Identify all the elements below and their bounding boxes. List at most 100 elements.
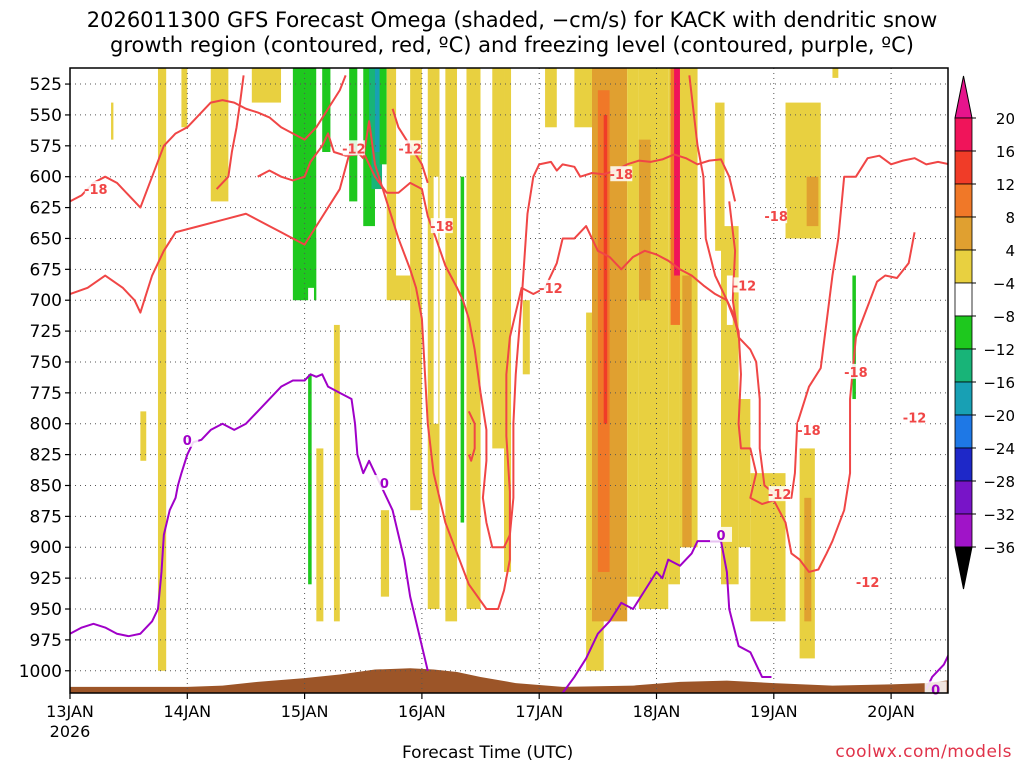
y-tick-label: 950 xyxy=(30,600,62,620)
colorbar-label: 16 xyxy=(996,143,1015,161)
omega-region xyxy=(726,275,733,325)
contour-label-bg xyxy=(610,166,633,182)
contour-label-bg xyxy=(856,573,879,589)
contour-label: -18 xyxy=(430,220,454,235)
x-tick-label: 16JAN xyxy=(398,702,446,721)
contour-label-bg xyxy=(176,431,199,447)
contour-label-bg xyxy=(373,475,396,491)
omega-region xyxy=(682,275,692,548)
y-tick-label: 725 xyxy=(30,322,62,342)
x-axis: 13JAN 14JAN 15JAN 16JAN 17JAN 18JAN 19JAN 20JAN… xyxy=(46,693,915,741)
contour-label: 0 xyxy=(183,434,192,449)
chart-title-line-2: growth region (contoured, red, ºC) and f… xyxy=(110,33,914,57)
credit-link[interactable]: coolwx.com/models xyxy=(835,742,1012,762)
omega-region xyxy=(806,176,819,227)
colorbar-label: −4 xyxy=(993,275,1015,293)
colorbar-swatch xyxy=(954,216,973,251)
omega-region xyxy=(785,68,795,128)
omega-region xyxy=(292,68,317,301)
y-tick-label: 900 xyxy=(30,538,62,558)
omega-region xyxy=(715,102,725,251)
x-tick-label: 17JAN xyxy=(515,702,563,721)
y-tick-label: 775 xyxy=(30,384,62,404)
omega-region xyxy=(210,68,229,202)
colorbar-label: −32 xyxy=(983,506,1015,524)
omega-region xyxy=(846,68,852,76)
omega-region xyxy=(522,300,530,375)
contour-line--12 xyxy=(70,120,916,611)
omega-region xyxy=(668,68,680,585)
contour-label: -18 xyxy=(764,210,788,225)
omega-shading xyxy=(111,68,859,671)
contour-label-bg xyxy=(903,409,926,425)
colorbar-swatch xyxy=(954,414,973,449)
omega-region xyxy=(181,68,188,128)
colorbar-swatch xyxy=(954,249,973,284)
contour-label: -12 xyxy=(398,142,422,157)
colorbar-swatch xyxy=(954,348,973,383)
colorbar-swatch xyxy=(954,513,973,548)
y-tick-label: 850 xyxy=(30,476,62,496)
omega-region xyxy=(492,68,505,449)
omega-region xyxy=(703,68,713,103)
contour-label-bg xyxy=(399,140,422,156)
colorbar-bottom-arrow xyxy=(954,546,973,590)
y-tick-label: 825 xyxy=(30,446,62,466)
contour-label: -12 xyxy=(342,142,366,157)
omega-region xyxy=(380,510,390,597)
contour-lines xyxy=(70,75,948,693)
omega-region xyxy=(504,68,512,572)
terrain-surface xyxy=(70,668,948,693)
omega-region xyxy=(379,68,387,165)
omega-region xyxy=(251,68,282,103)
omega-region xyxy=(308,374,312,585)
colorbar-label: −12 xyxy=(983,341,1015,359)
omega-region xyxy=(445,68,458,622)
colorbar-label: 8 xyxy=(1005,209,1015,227)
contour-label-bg xyxy=(710,526,733,542)
colorbar-swatch xyxy=(954,381,973,416)
contour-line--18 xyxy=(728,154,948,499)
contour-label: 0 xyxy=(716,529,725,544)
contour-label: -12 xyxy=(856,576,880,591)
contour-label: -18 xyxy=(844,366,868,381)
colorbar-top-arrow xyxy=(954,75,973,119)
y-tick-label: 550 xyxy=(30,106,62,126)
omega-region xyxy=(157,68,167,671)
plot-frame xyxy=(69,67,949,694)
contour-label: 0 xyxy=(380,477,389,492)
contour-label-bg xyxy=(765,208,788,224)
contour-label: -12 xyxy=(768,488,792,503)
y-tick-label: 675 xyxy=(30,260,62,280)
x-tick-label: 20JAN xyxy=(867,702,915,721)
omega-region xyxy=(480,68,493,387)
y-tick-label: 750 xyxy=(30,353,62,373)
contour-label: -18 xyxy=(610,168,634,183)
contour-label-bg xyxy=(733,277,756,293)
colorbar-label: −24 xyxy=(983,440,1015,458)
omega-region xyxy=(343,68,350,375)
contour-label: -18 xyxy=(797,424,821,439)
omega-region xyxy=(574,68,592,128)
colorbar-label: −8 xyxy=(993,308,1015,326)
contour-label-bg xyxy=(430,218,453,234)
omega-region xyxy=(674,68,680,276)
chart-title-line-1: 2026011300 GFS Forecast Omega (shaded, −… xyxy=(86,8,938,32)
omega-region xyxy=(738,399,751,548)
contour-label-bg xyxy=(342,140,365,156)
x-tick-year-label: 2026 xyxy=(50,722,91,741)
y-tick-label: 575 xyxy=(30,137,62,157)
omega-region xyxy=(333,324,340,622)
colorbar-swatch xyxy=(954,183,973,218)
omega-region xyxy=(349,68,358,202)
contour-line--18 xyxy=(70,75,347,209)
omega-region xyxy=(111,102,114,140)
contour-line--12 xyxy=(688,75,740,336)
contour-line-0 xyxy=(70,373,429,671)
omega-region xyxy=(234,68,252,177)
contour-line--12 xyxy=(467,410,476,462)
omega-region xyxy=(832,68,839,78)
y-tick-label: 1000 xyxy=(19,662,62,682)
x-tick-label: 14JAN xyxy=(163,702,211,721)
omega-region xyxy=(852,275,856,400)
